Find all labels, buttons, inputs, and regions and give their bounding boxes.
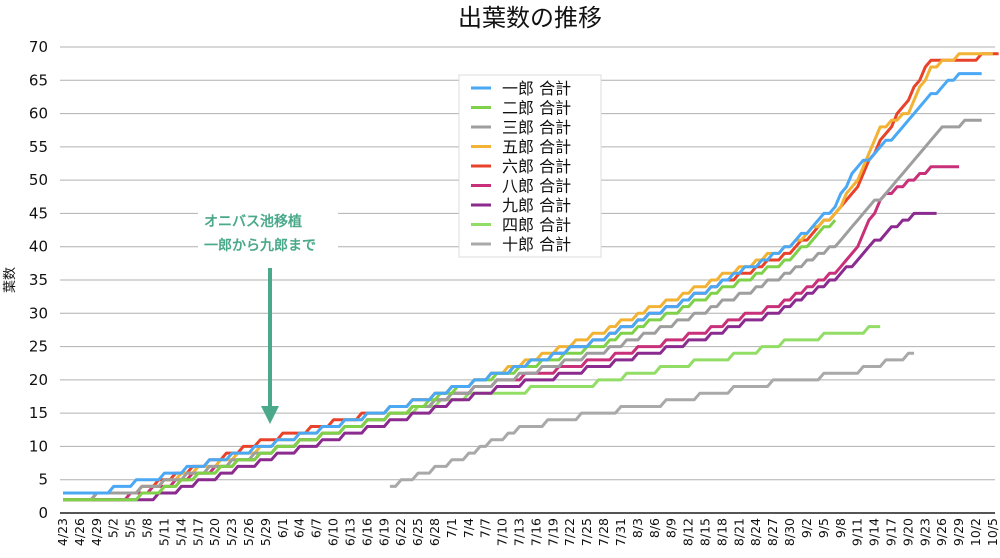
annotation-text: 一郎から九郎まで (204, 237, 316, 254)
y-tick-label: 65 (29, 71, 48, 89)
y-tick-label: 25 (29, 338, 48, 356)
legend-label: 五郎 合計 (502, 138, 571, 157)
series-line-九郎 (63, 211, 937, 502)
x-tick-label: 6/13 (342, 518, 357, 546)
x-tick-label: 8/30 (782, 518, 797, 546)
series-line-二郎 (63, 219, 837, 502)
chart-title: 出葉数の推移 (458, 4, 602, 32)
x-tick-label: 6/1 (275, 518, 290, 538)
y-tick-labels: 0 5 10 15 20 25 30 35 40 45 50 55 60 65 70 (29, 38, 48, 522)
legend-label: 四郎 合計 (502, 216, 571, 235)
legend-label: 一郎 合計 (502, 79, 571, 98)
y-tick-label: 55 (29, 138, 48, 156)
series-line-十郎 (389, 351, 914, 488)
series-line-五郎 (63, 52, 993, 502)
x-tick-label: 6/16 (359, 518, 374, 546)
y-tick-label: 60 (29, 105, 48, 123)
y-tick-label: 45 (29, 204, 48, 222)
x-tick-label: 6/4 (292, 518, 307, 538)
x-tick-label: 9/20 (900, 518, 915, 546)
x-tick-label: 9/29 (951, 518, 966, 546)
y-tick-label: 70 (29, 38, 48, 56)
y-tick-label: 50 (29, 171, 48, 189)
x-tick-label: 10/5 (985, 518, 1000, 546)
x-tick-label: 7/4 (461, 518, 476, 538)
x-tick-label: 5/11 (156, 518, 171, 546)
x-tick-label: 7/25 (579, 518, 594, 546)
arrow-down-icon (261, 406, 279, 424)
x-tick-label: 9/2 (799, 518, 814, 538)
x-tick-label: 8/6 (647, 518, 662, 538)
x-tick-label: 8/27 (765, 518, 780, 546)
x-tick-label: 9/5 (816, 518, 831, 538)
x-tick-label: 7/1 (444, 518, 459, 538)
x-tick-label: 7/13 (512, 518, 527, 546)
x-tick-label: 8/12 (681, 518, 696, 546)
x-tick-label: 6/25 (410, 518, 425, 546)
x-tick-label: 5/2 (106, 518, 121, 538)
x-tick-label: 7/16 (528, 518, 543, 546)
legend-label: 六郎 合計 (502, 157, 571, 176)
x-tick-label: 7/19 (545, 518, 560, 546)
x-tick-label: 9/26 (934, 518, 949, 546)
x-tick-label: 6/22 (393, 518, 408, 546)
x-tick-label: 10/2 (968, 518, 983, 546)
legend-label: 十郎 合計 (502, 235, 571, 254)
y-tick-label: 0 (38, 504, 48, 522)
y-tick-label: 15 (29, 404, 48, 422)
x-tick-label: 6/10 (326, 518, 341, 546)
x-tick-label: 9/11 (850, 518, 865, 546)
x-tick-label: 5/23 (224, 518, 239, 546)
y-tick-label: 20 (29, 371, 48, 389)
legend-label: 九郎 合計 (502, 196, 571, 215)
x-tick-label: 7/31 (613, 518, 628, 546)
x-tick-label: 4/23 (55, 518, 70, 546)
series-line-三郎 (63, 118, 982, 502)
x-tick-label: 6/28 (427, 518, 442, 546)
x-tick-label: 6/7 (309, 518, 324, 538)
x-tick-label: 9/14 (867, 518, 882, 546)
annotation-box (198, 208, 338, 260)
y-tick-label: 10 (29, 437, 48, 455)
x-tick-label: 5/26 (241, 518, 256, 546)
x-tick-labels: 4/23 4/26 4/29 5/2 5/5 5/8 5/11 5/14 5/17 5/20 5/2… (55, 518, 1000, 546)
legend-label: 二郎 合計 (502, 99, 571, 118)
x-tick-label: 9/23 (917, 518, 932, 546)
x-tick-label: 8/24 (748, 518, 763, 546)
legend-label: 八郎 合計 (502, 177, 571, 196)
y-tick-label: 30 (29, 304, 48, 322)
x-tick-label: 7/22 (562, 518, 577, 546)
x-tick-label: 8/21 (731, 518, 746, 546)
x-tick-label: 5/20 (207, 518, 222, 546)
x-tick-label: 4/26 (72, 518, 87, 546)
x-tick-label: 4/29 (89, 518, 104, 546)
y-tick-label: 40 (29, 238, 48, 256)
x-tick-label: 5/8 (140, 518, 155, 538)
x-tick-label: 5/5 (123, 518, 138, 538)
x-tick-label: 8/3 (630, 518, 645, 538)
y-tick-label: 5 (38, 471, 48, 489)
x-tick-label: 8/18 (714, 518, 729, 546)
x-tick-label: 9/8 (833, 518, 848, 538)
x-tick-label: 5/29 (258, 518, 273, 546)
y-tick-label: 35 (29, 271, 48, 289)
annotation-text: オニバス池移植 (204, 213, 302, 230)
series-line-一郎 (63, 72, 982, 495)
x-tick-label: 8/15 (698, 518, 713, 546)
x-tick-label: 6/19 (376, 518, 391, 546)
x-tick-label: 7/10 (495, 518, 510, 546)
x-tick-label: 8/9 (664, 518, 679, 538)
x-tick-label: 5/17 (190, 518, 205, 546)
legend-label: 三郎 合計 (502, 118, 571, 137)
series-lines (63, 52, 999, 502)
x-tick-label: 9/17 (883, 518, 898, 546)
x-tick-label: 7/7 (478, 518, 493, 538)
x-tick-label: 5/14 (173, 518, 188, 546)
y-axis-label: 葉数 (3, 267, 18, 293)
x-tick-label: 7/28 (596, 518, 611, 546)
